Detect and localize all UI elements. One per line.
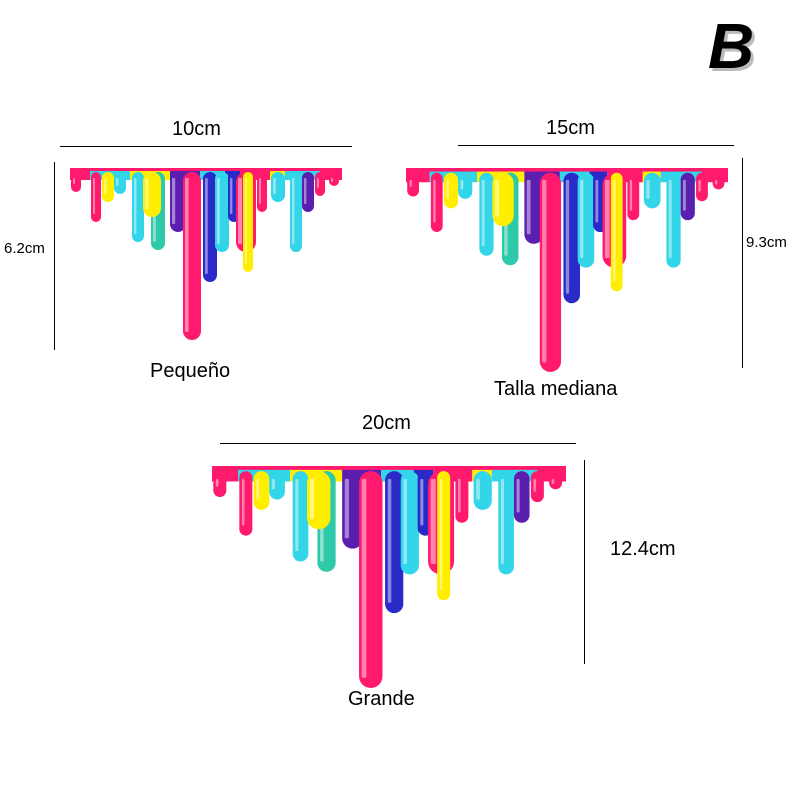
small-paint-drip-drip-6 [143,172,161,217]
medium-paint-drip-drip-8 [539,172,562,372]
medium-paint-drip-top-edge [406,168,728,172]
medium-height-line [742,158,743,368]
large-height-line [584,460,585,664]
small-paint-drip-drip-14 [257,172,267,212]
medium-paint-drip-drip-7 [524,172,544,244]
small-paint-drip-drip-15 [271,172,285,202]
large-paint-drip-drip-6 [307,471,331,530]
small-paint-drip-drip-7 [170,172,186,232]
large-paint-drip-drip-13 [437,471,451,601]
small-size-name: Pequeño [150,360,231,382]
small-paint-drip-drip-2 [102,172,114,202]
large-paint-drip-drip-7 [342,471,363,549]
medium-width-line [458,145,734,146]
large-width-label: 20cm [362,412,411,434]
large-paint-drip-drip-17 [513,471,530,523]
large-paint-drip-drip-0 [213,471,227,497]
large-paint-drip-drip-10 [400,471,419,575]
large-paint-drip-drip-19 [549,471,563,490]
large-paint-drip-drip-9 [385,471,404,614]
medium-paint-drip-drip-9 [563,172,581,304]
small-paint-drip-drip-13 [243,172,253,272]
variant-letter: B [708,10,755,82]
large-paint-drip-drip-15 [473,471,492,510]
small-paint-drip-drip-1 [91,172,101,222]
small-paint-drip-drip-0 [71,172,81,192]
large-size-name: Grande [348,688,415,710]
large-paint-drip-drip-14 [455,471,469,523]
small-paint-drip-drip-19 [329,172,339,186]
medium-paint-drip-drip-10 [577,172,595,268]
small-paint-drip-drip-18 [315,172,325,196]
medium-height-label: 9.3cm [746,234,787,251]
small-paint-drip-top-edge [70,168,342,171]
large-paint-drip-drip-18 [530,471,544,503]
large-paint-drip-drip-3 [269,471,285,500]
medium-width-label: 15cm [546,117,595,139]
small-paint-drip-drip-4 [132,172,144,242]
medium-paint-drip-drip-0 [407,172,420,197]
medium-paint-drip-drip-4 [479,172,494,256]
small-paint-drip-image [70,168,342,340]
large-paint-drip-drip-1 [239,471,253,536]
medium-paint-drip-drip-14 [627,172,640,221]
medium-size-name: Talla mediana [494,378,618,400]
small-paint-drip-drip-3 [114,172,126,194]
medium-paint-drip-drip-19 [712,172,725,190]
medium-paint-drip-drip-16 [666,172,681,268]
small-paint-drip-drip-17 [302,172,314,212]
medium-paint-drip-drip-17 [680,172,695,221]
large-paint-drip-top-edge [212,466,566,470]
small-paint-drip-drip-9 [203,172,217,282]
medium-paint-drip-drip-15 [643,172,661,209]
small-paint-drip-drip-10 [215,172,229,252]
medium-paint-drip-drip-2 [443,172,459,209]
small-height-line [54,162,55,350]
large-paint-drip-drip-2 [253,471,270,510]
small-paint-drip-drip-16 [290,172,302,252]
small-width-label: 10cm [172,118,221,140]
large-paint-drip-drip-4 [292,471,309,562]
medium-paint-drip-drip-1 [430,172,443,233]
large-paint-drip-drip-16 [498,471,514,575]
medium-paint-drip-drip-13 [610,172,623,292]
medium-paint-drip-image [406,168,728,372]
large-width-line [220,443,576,444]
large-paint-drip-drip-8 [359,471,383,688]
medium-paint-drip-drip-3 [458,172,473,199]
medium-paint-drip-drip-6 [492,172,514,227]
large-paint-drip-image [212,466,566,688]
small-paint-drip-drip-8 [183,172,201,340]
medium-paint-drip-drip-18 [696,172,708,202]
small-width-line [60,146,352,147]
small-height-label: 6.2cm [4,240,45,257]
large-height-label: 12.4cm [610,538,676,560]
